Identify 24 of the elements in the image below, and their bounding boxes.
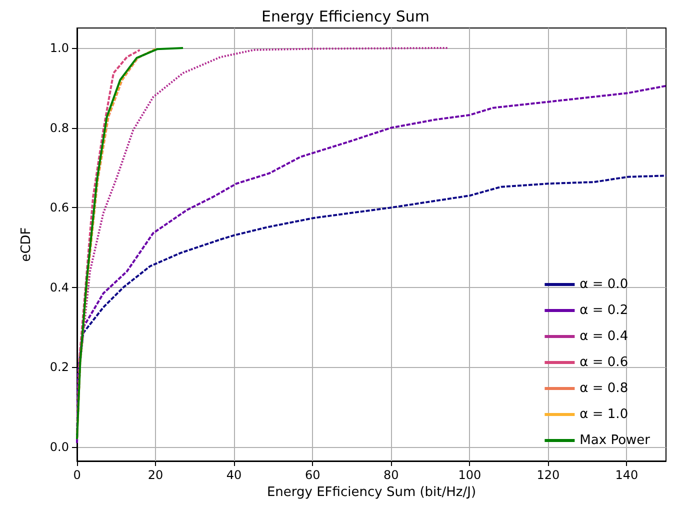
legend-label: α = 1.0 [580, 407, 628, 422]
legend-label: α = 0.0 [580, 277, 628, 292]
x-tick-label: 20 [148, 468, 164, 482]
x-tick-label: 60 [304, 468, 320, 482]
y-tick-label: 1.0 [50, 40, 69, 55]
x-axis-title: Energy EFficiency Sum (bit/Hz/J) [266, 484, 476, 500]
x-tick-label: 100 [458, 468, 482, 482]
legend-label: α = 0.2 [580, 303, 628, 318]
y-tick-label: 0.0 [50, 440, 69, 454]
x-tick-label: 120 [536, 468, 560, 482]
y-tick-label: 0.8 [50, 120, 69, 135]
legend-label: α = 0.6 [580, 355, 628, 370]
legend-label: Max Power [580, 433, 651, 448]
legend-label: α = 0.8 [580, 381, 628, 396]
x-tick-label: 40 [226, 468, 242, 482]
y-axis-title: eCDF [19, 227, 34, 262]
y-tick-label: 0.4 [50, 280, 69, 294]
x-tick-label: 140 [615, 468, 638, 482]
x-tick-label: 80 [383, 468, 399, 482]
chart-title: Energy Efficiency Sum [262, 8, 430, 26]
legend-label: α = 0.4 [580, 329, 628, 344]
y-tick-label: 0.2 [50, 360, 69, 374]
x-tick-label: 0 [73, 468, 81, 482]
y-tick-label: 0.6 [50, 200, 69, 215]
